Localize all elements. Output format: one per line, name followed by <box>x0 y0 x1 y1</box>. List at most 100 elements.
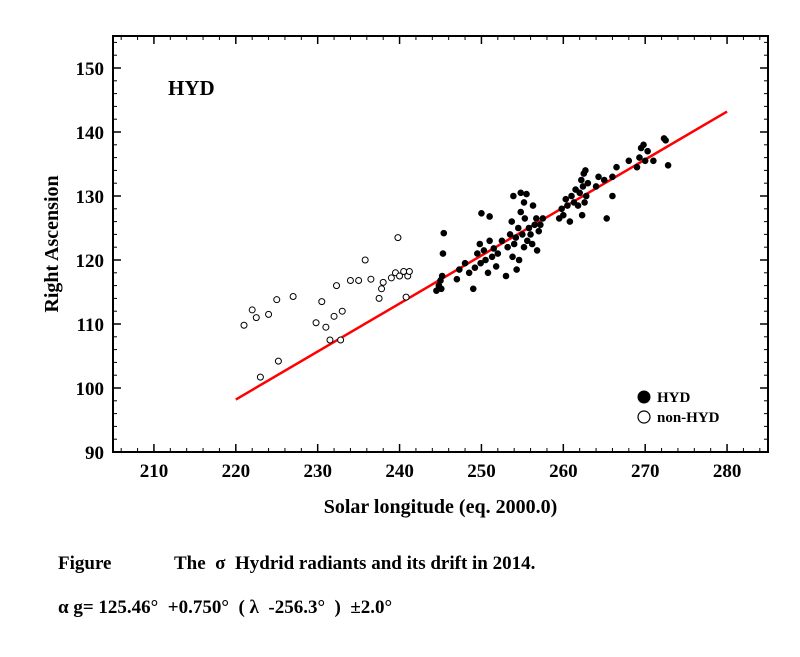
hyd-point <box>486 237 493 245</box>
scatter-chart: 210 220 230 240 250 260 270 280 90 100 110 120 130 14… <box>41 35 769 518</box>
hyd-point <box>533 247 541 254</box>
hyd-point <box>517 189 525 197</box>
hyd-point <box>562 195 570 203</box>
chart-title: HYD <box>168 76 215 100</box>
non-hyd-point <box>346 276 354 284</box>
y-tick-label: 90 <box>85 443 104 464</box>
hyd-point <box>574 202 582 209</box>
non-hyd-point <box>312 319 320 327</box>
hyd-point <box>514 224 522 232</box>
hyd-point <box>474 250 481 257</box>
hyd-point <box>519 231 526 238</box>
hyd-point <box>582 192 590 200</box>
hyd-point <box>465 269 473 277</box>
hyd-point <box>603 215 611 222</box>
plot-frame <box>112 35 769 453</box>
non-hyd-point <box>333 282 341 290</box>
y-axis-label: Right Ascension <box>41 175 63 312</box>
hyd-point <box>517 208 525 216</box>
hyd-point <box>492 263 500 270</box>
hyd-point <box>641 157 649 165</box>
hyd-point <box>438 285 445 293</box>
hyd-point <box>482 256 489 264</box>
hyd-point <box>660 135 668 142</box>
x-tick-label: 250 <box>467 461 496 482</box>
hyd-point <box>476 240 484 248</box>
hyd-point <box>560 211 567 219</box>
hyd-point <box>480 247 488 254</box>
hyd-point <box>650 157 657 165</box>
legend-non-hyd-label: non-HYD <box>657 410 720 426</box>
hyd-point <box>484 269 492 277</box>
hyd-point <box>502 272 510 280</box>
hyd-point <box>625 157 633 165</box>
y-tick-label: 150 <box>76 59 105 80</box>
hyd-point <box>644 147 651 155</box>
non-hyd-point <box>256 373 264 381</box>
figure-label: Figure <box>58 553 112 574</box>
non-hyd-point <box>273 296 281 304</box>
hyd-point <box>535 227 543 235</box>
hyd-point <box>633 163 641 171</box>
non-hyd-point <box>330 312 338 320</box>
hyd-point <box>581 199 588 206</box>
x-tick-label: 260 <box>549 461 578 482</box>
hyd-point <box>515 256 523 264</box>
y-tick-label: 140 <box>76 123 105 144</box>
non-hyd-point <box>326 336 334 344</box>
non-hyd-point <box>379 278 387 286</box>
non-hyd-point <box>375 294 383 302</box>
x-tick-label: 280 <box>713 461 742 482</box>
non-hyd-point <box>322 323 330 331</box>
hyd-point <box>664 161 672 169</box>
hyd-point <box>564 202 571 209</box>
legend-hyd-label: HYD <box>657 390 691 406</box>
hyd-point <box>488 253 496 261</box>
y-tick-label: 120 <box>76 251 105 272</box>
hyd-point <box>640 141 647 149</box>
hyd-point <box>439 250 447 257</box>
hyd-point <box>520 243 528 251</box>
non-hyd-point <box>338 307 346 315</box>
figure-caption: Figure The σ Hydrid radiants and its drif… <box>58 553 535 575</box>
hyd-point <box>578 211 586 219</box>
non-hyd-point <box>402 293 410 301</box>
hyd-point <box>558 205 565 213</box>
hyd-point <box>523 237 531 245</box>
hyd-point <box>584 179 592 187</box>
hyd-point <box>582 167 589 174</box>
x-tick-label: 230 <box>303 461 332 482</box>
hyd-point <box>509 253 516 261</box>
hyd-point <box>478 209 485 217</box>
figure-title: The σ Hydrid radiants and its drift in 2… <box>174 553 536 574</box>
hyd-point <box>539 215 547 222</box>
hyd-point <box>486 213 493 220</box>
hyd-point <box>477 259 484 267</box>
non-hyd-point <box>274 357 282 365</box>
hyd-point <box>609 173 616 181</box>
hyd-point <box>506 231 514 238</box>
hyd-point <box>453 275 461 283</box>
hyd-point <box>600 176 608 184</box>
non-hyd-point <box>252 314 260 322</box>
hyd-point <box>510 192 517 200</box>
non-hyd-point <box>265 310 273 318</box>
hyd-point <box>579 183 587 190</box>
hyd-point <box>490 245 498 252</box>
hyd-point <box>592 183 600 190</box>
y-tick-label: 130 <box>76 187 105 208</box>
non-hyd-point <box>378 285 386 293</box>
hyd-point <box>438 272 446 280</box>
x-tick-label: 270 <box>631 461 660 482</box>
hyd-point <box>512 234 520 241</box>
hyd-point <box>508 218 516 225</box>
hyd-point <box>510 240 518 248</box>
hyd-point <box>504 243 511 251</box>
x-tick-label: 210 <box>140 461 169 482</box>
hyd-point <box>568 192 575 200</box>
drift-fit-line <box>235 110 728 401</box>
non-hyd-point <box>367 275 375 283</box>
hyd-point <box>537 221 544 229</box>
hyd-point <box>498 237 506 245</box>
drift-formula: α g= 125.46° +0.750° ( λ -256.3° ) ±2.0° <box>58 597 393 618</box>
